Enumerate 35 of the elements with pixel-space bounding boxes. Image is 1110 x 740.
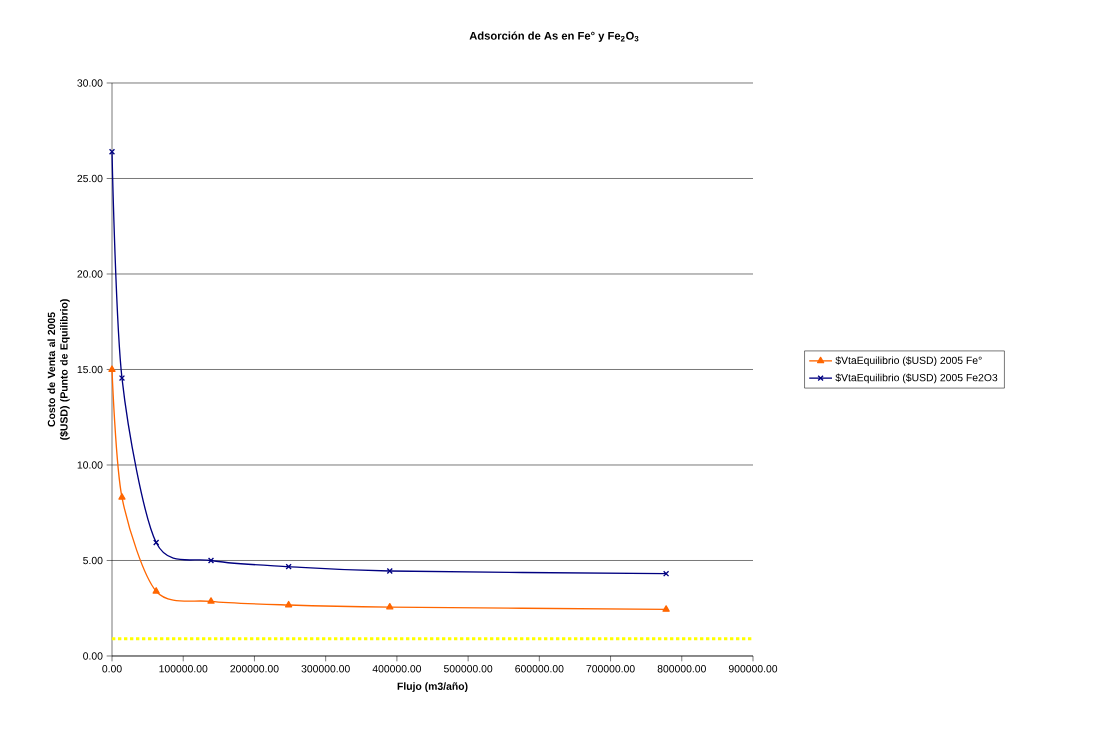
point (662, 570, 670, 577)
point (207, 557, 215, 564)
point (118, 493, 126, 500)
y-tick-label: 15.00 (77, 365, 103, 374)
y-tick-label: 20.00 (77, 270, 103, 278)
x-tick-label: 300000.00 (301, 665, 350, 673)
x-tick-label: 100000.00 (159, 665, 208, 673)
y-tick-label: 30.00 (77, 79, 103, 87)
point (284, 600, 293, 608)
y-tick-label: 5.00 (83, 556, 103, 565)
chart-title: Adsorción de As en Fe° y Fe$_{2}$O$_{3}$ (469, 31, 639, 42)
point (118, 374, 126, 382)
x-tick-label: 0.00 (102, 665, 122, 673)
y-tick-label: 25.00 (77, 174, 103, 183)
point (152, 587, 160, 594)
point (386, 602, 394, 610)
x-tick-label: 700000.00 (586, 665, 635, 673)
x-tick-label: 600000.00 (515, 665, 564, 673)
y-tick-label: 10.00 (77, 461, 103, 469)
point (207, 597, 215, 604)
x-tick-label: 500000.00 (443, 665, 493, 673)
x-tick-label: 900000.00 (728, 665, 778, 673)
x-tick-label: 800000.00 (657, 665, 706, 673)
x-tick-label: 200000.00 (230, 665, 279, 673)
y-axis-title: Costo de Venta al 2005 ($USD) (Punto de Equilibrio) (47, 299, 70, 440)
x-axis-title: Flujo (m3/año) (397, 682, 468, 692)
point (108, 148, 116, 155)
legend-label: $VtaEquilibrio ($USD) 2005 Fe° (835, 356, 982, 367)
point (153, 539, 160, 546)
legend-label: $VtaEquilibrio ($USD) 2005 Fe2O3 (835, 373, 998, 384)
point (386, 567, 393, 575)
x-tick-label: 400000.00 (372, 665, 422, 673)
y-tick-label: 0.00 (83, 652, 103, 660)
point (108, 365, 116, 372)
point (662, 605, 670, 612)
